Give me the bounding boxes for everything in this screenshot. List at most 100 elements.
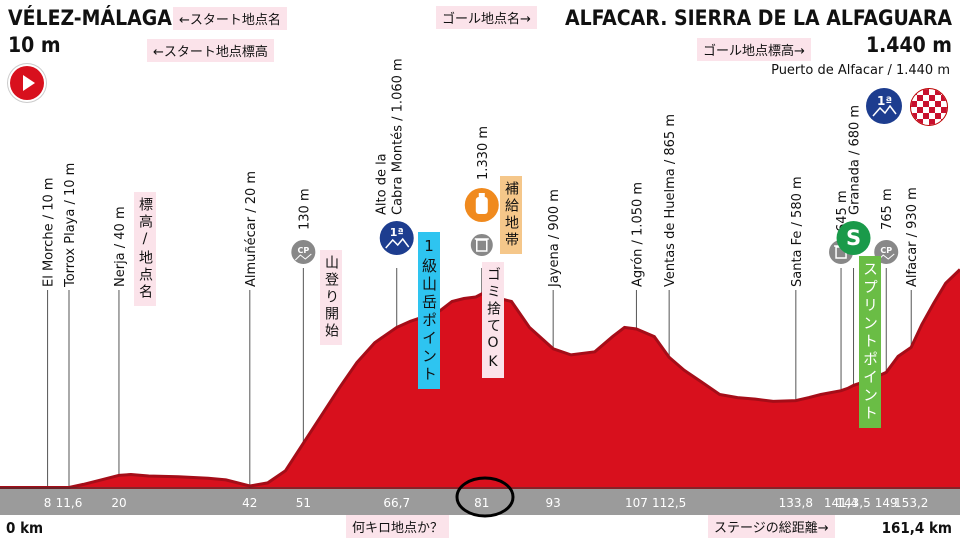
note-climb-start: 山登り開始 <box>320 250 342 345</box>
note-finish-altitude: ゴール地点標高→ <box>697 38 811 61</box>
km-tick-label: 133,8 <box>779 496 813 510</box>
start-name: VÉLEZ-MÁLAGA <box>8 6 172 30</box>
note-sprint-points: スプリントポイント <box>859 256 881 428</box>
profile-area <box>0 269 960 489</box>
litter-zone-icon <box>468 232 495 258</box>
km-axis-band <box>0 489 960 515</box>
checker-square <box>929 119 935 125</box>
sprint-icon: S <box>836 221 871 255</box>
svg-text:CP: CP <box>297 246 309 255</box>
km-tick-label: 93 <box>546 496 561 510</box>
profile-ridge-line <box>0 268 960 489</box>
point-label-text: Alfacar / 930 m <box>905 187 920 287</box>
point-label: Alto de la Cabra Montés / 1.060 m <box>375 58 406 215</box>
note-cat1-points: 1級山岳ポイント <box>418 232 440 389</box>
point-label-text: Granada / 680 m <box>848 105 863 215</box>
checker-square <box>935 113 941 119</box>
point-label-text: El Morche / 10 m <box>42 177 57 287</box>
point-label-text: 645 m <box>835 190 850 232</box>
point-label-text: Santa Fe / 580 m <box>790 176 805 287</box>
point-label-text: Ventas de Huelma / 865 m <box>663 114 678 287</box>
km-tick-label: 8 <box>44 496 52 510</box>
checker-square <box>923 101 929 107</box>
start-altitude: 10 m <box>8 33 61 57</box>
point-label-text: 765 m <box>880 188 895 230</box>
finish-altitude: 1.440 m <box>865 33 952 57</box>
km-tick-label: 42 <box>242 496 257 510</box>
note-altitude-place: 標高/地点名 <box>134 192 156 306</box>
checker-square <box>929 107 935 113</box>
point-label: 645 m <box>835 190 850 232</box>
point-label-text: 1.330 m <box>476 126 491 180</box>
point-label: Nerja / 40 m <box>113 206 128 287</box>
checker-square <box>911 113 917 119</box>
note-finish-name: ゴール地点名→ <box>436 6 537 29</box>
point-labels: El Morche / 10 m Torrox Playa / 10 m Nerja… <box>42 58 921 288</box>
point-label: Almuñécar / 20 m <box>244 171 259 287</box>
checker-square <box>917 119 923 125</box>
km-tick-label: 51 <box>296 496 311 510</box>
svg-text:CP: CP <box>880 246 892 255</box>
km-tick-label: 141,4 <box>824 496 858 510</box>
point-label: 1.330 m <box>476 126 491 180</box>
point-label: Alfacar / 930 m <box>905 187 920 287</box>
checker-square <box>929 95 935 101</box>
point-label: Granada / 680 m <box>848 105 863 215</box>
checker-square <box>941 107 947 113</box>
km-tick-label: 107 <box>625 496 648 510</box>
point-label-text: Almuñécar / 20 m <box>244 171 259 287</box>
start-play-icon <box>10 66 44 100</box>
km-tick-label: 20 <box>111 496 126 510</box>
point-label-text: Agrón / 1.050 m <box>630 182 645 287</box>
checkpoint-icon: CP <box>289 238 318 266</box>
highlight-circle-km81 <box>455 476 515 518</box>
axis-end-label: 161,4 km <box>881 519 952 537</box>
checker-square <box>923 89 929 95</box>
point-label: Ventas de Huelma / 865 m <box>663 114 678 287</box>
point-label-text: Nerja / 40 m <box>113 206 128 287</box>
note-litter-ok: ゴミ捨てOK <box>482 262 504 378</box>
km-tick-label: 112,5 <box>652 496 686 510</box>
axis-start-label: 0 km <box>6 519 44 537</box>
checker-square <box>935 101 941 107</box>
point-label: El Morche / 10 m <box>42 177 57 287</box>
note-start-altitude: ←スタート地点標高 <box>147 39 274 62</box>
finish-checkered-flag-icon <box>910 88 948 126</box>
point-icons: CP 1ª S CP <box>289 188 901 266</box>
point-label-line2: Cabra Montés / 1.060 m <box>391 58 406 215</box>
km-tick-label: 11,6 <box>56 496 83 510</box>
checker-square <box>923 113 929 119</box>
finish-cat1-icon: 1ª <box>866 88 902 124</box>
svg-text:1ª: 1ª <box>390 226 404 239</box>
point-label: Torrox Playa / 10 m <box>63 163 78 288</box>
finish-name: ALFACAR. SIERRA DE LA ALFAGUARA <box>565 6 952 30</box>
point-label: Jayena / 900 m <box>547 189 562 288</box>
km-tick-label: 143,5 <box>836 496 870 510</box>
checker-square <box>917 107 923 113</box>
point-label-line1: Alto de la <box>375 153 390 215</box>
finish-summit: Puerto de Alfacar / 1.440 m <box>771 63 950 78</box>
note-km-point: 何キロ地点か？ <box>346 515 450 538</box>
checker-square <box>935 89 941 95</box>
note-feed-zone: 補給地帯 <box>500 176 522 254</box>
checker-square <box>941 95 947 101</box>
checker-square <box>911 101 917 107</box>
km-tick-label: 153,2 <box>894 496 928 510</box>
point-label-text: 130 m <box>297 188 312 230</box>
point-label-text: Torrox Playa / 10 m <box>63 163 78 288</box>
checker-square <box>917 95 923 101</box>
km-tick-labels: 8 11,6 20 42 51 66,7 81 93 107 112,5 133,8 141,4143… <box>44 496 929 510</box>
point-label: 765 m <box>880 188 895 230</box>
svg-text:S: S <box>846 226 861 250</box>
cat1-climb-icon: 1ª <box>379 221 414 255</box>
note-total-distance: ステージの総距離→ <box>708 515 835 538</box>
profile-layer <box>0 268 960 489</box>
point-label: 130 m <box>297 188 312 230</box>
point-label: Santa Fe / 580 m <box>790 176 805 287</box>
km-tick-label: 81 <box>474 496 489 510</box>
point-label: Agrón / 1.050 m <box>630 182 645 287</box>
km-tick-label: 66,7 <box>383 496 410 510</box>
note-start-name: ←スタート地点名 <box>173 7 287 30</box>
point-label-text: Jayena / 900 m <box>547 189 562 288</box>
